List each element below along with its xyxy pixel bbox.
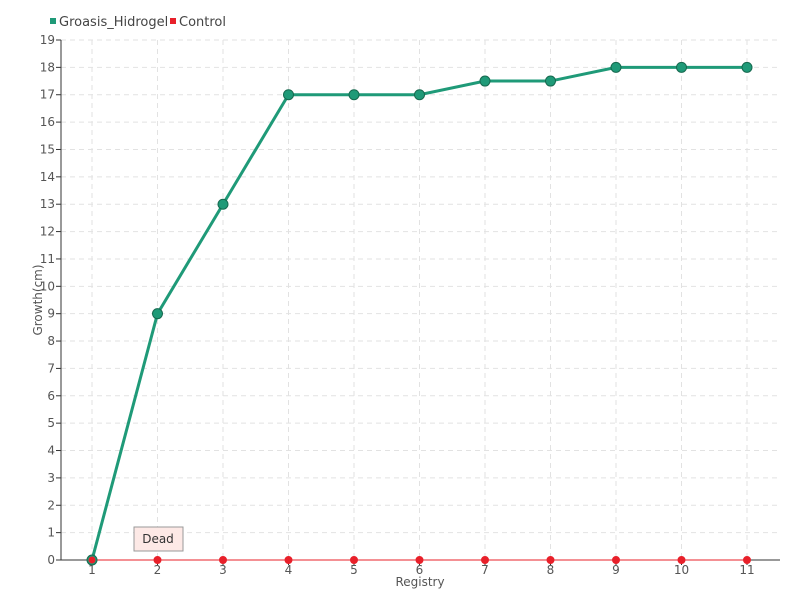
data-point[interactable] bbox=[610, 61, 622, 73]
legend-label-control: Control bbox=[179, 15, 226, 30]
y-tick-label: 1 bbox=[47, 526, 55, 540]
y-tick-label: 14 bbox=[40, 170, 55, 184]
data-point[interactable] bbox=[348, 89, 360, 101]
data-point[interactable] bbox=[219, 556, 227, 564]
series-1 bbox=[88, 556, 751, 564]
y-tick-label: 3 bbox=[47, 471, 55, 485]
y-tick-label: 8 bbox=[47, 334, 55, 348]
x-tick-label: 2 bbox=[154, 563, 162, 577]
y-tick-label: 4 bbox=[47, 444, 55, 458]
x-tick-label: 3 bbox=[219, 563, 227, 577]
data-point[interactable] bbox=[414, 89, 425, 101]
data-point[interactable] bbox=[284, 556, 293, 564]
data-point[interactable] bbox=[88, 556, 96, 564]
y-tick-label: 2 bbox=[47, 498, 55, 512]
y-tick-label: 0 bbox=[47, 553, 55, 567]
series-0 bbox=[86, 61, 753, 566]
data-point[interactable] bbox=[676, 61, 687, 73]
annotation-box bbox=[133, 526, 184, 552]
data-point[interactable] bbox=[415, 556, 424, 564]
legend[interactable]: Groasis_Hidrogel Control bbox=[50, 15, 226, 30]
x-tick-label: 6 bbox=[416, 563, 424, 577]
legend-label-groasis: Groasis_Hidrogel bbox=[59, 15, 168, 30]
y-tick-label: 12 bbox=[40, 225, 55, 239]
data-point[interactable] bbox=[350, 556, 358, 564]
x-tick-label: 7 bbox=[481, 563, 489, 577]
data-point[interactable] bbox=[481, 556, 489, 564]
legend-swatch-control bbox=[170, 18, 176, 24]
data-point[interactable] bbox=[479, 75, 491, 87]
data-point[interactable] bbox=[545, 75, 556, 87]
legend-item-control[interactable]: Control bbox=[170, 15, 226, 30]
y-tick-label: 13 bbox=[40, 197, 55, 211]
x-tick-label: 5 bbox=[350, 563, 358, 577]
x-tick-label: 4 bbox=[285, 563, 293, 577]
data-point[interactable] bbox=[612, 556, 620, 564]
data-point[interactable] bbox=[546, 556, 555, 564]
data-point[interactable] bbox=[217, 198, 229, 210]
y-tick-label: 11 bbox=[40, 252, 55, 266]
annotation-text: Dead bbox=[142, 532, 174, 546]
data-point[interactable] bbox=[153, 556, 162, 564]
x-tick-label: 11 bbox=[739, 563, 754, 577]
y-tick-label: 17 bbox=[40, 88, 55, 102]
y-tick-label: 9 bbox=[47, 307, 55, 321]
data-point[interactable] bbox=[677, 556, 686, 564]
x-axis-title: Registry bbox=[395, 575, 444, 589]
y-tick-label: 15 bbox=[40, 142, 55, 156]
x-tick-label: 10 bbox=[674, 563, 689, 577]
data-point[interactable] bbox=[283, 89, 294, 101]
y-tick-label: 18 bbox=[40, 60, 55, 74]
y-tick-label: 5 bbox=[47, 416, 55, 430]
grid-lines bbox=[61, 39, 780, 560]
axes bbox=[60, 40, 780, 561]
x-tick-label: 1 bbox=[88, 563, 96, 577]
y-tick-label: 6 bbox=[47, 389, 55, 403]
dead-annotation: Dead bbox=[133, 526, 184, 552]
y-axis-title: Growth(cm) bbox=[31, 264, 45, 335]
y-tick-label: 10 bbox=[40, 279, 55, 293]
legend-swatch-groasis bbox=[50, 18, 56, 24]
data-point[interactable] bbox=[741, 61, 753, 73]
series-layer bbox=[86, 61, 753, 566]
data-point[interactable] bbox=[152, 308, 163, 320]
y-tick-label: 7 bbox=[47, 361, 55, 375]
y-tick-label: 19 bbox=[40, 33, 55, 47]
data-point[interactable] bbox=[743, 556, 751, 564]
y-tick-label: 16 bbox=[40, 115, 55, 129]
legend-item-groasis[interactable]: Groasis_Hidrogel bbox=[50, 15, 168, 30]
x-tick-label: 8 bbox=[547, 563, 555, 577]
x-tick-label: 9 bbox=[612, 563, 620, 577]
